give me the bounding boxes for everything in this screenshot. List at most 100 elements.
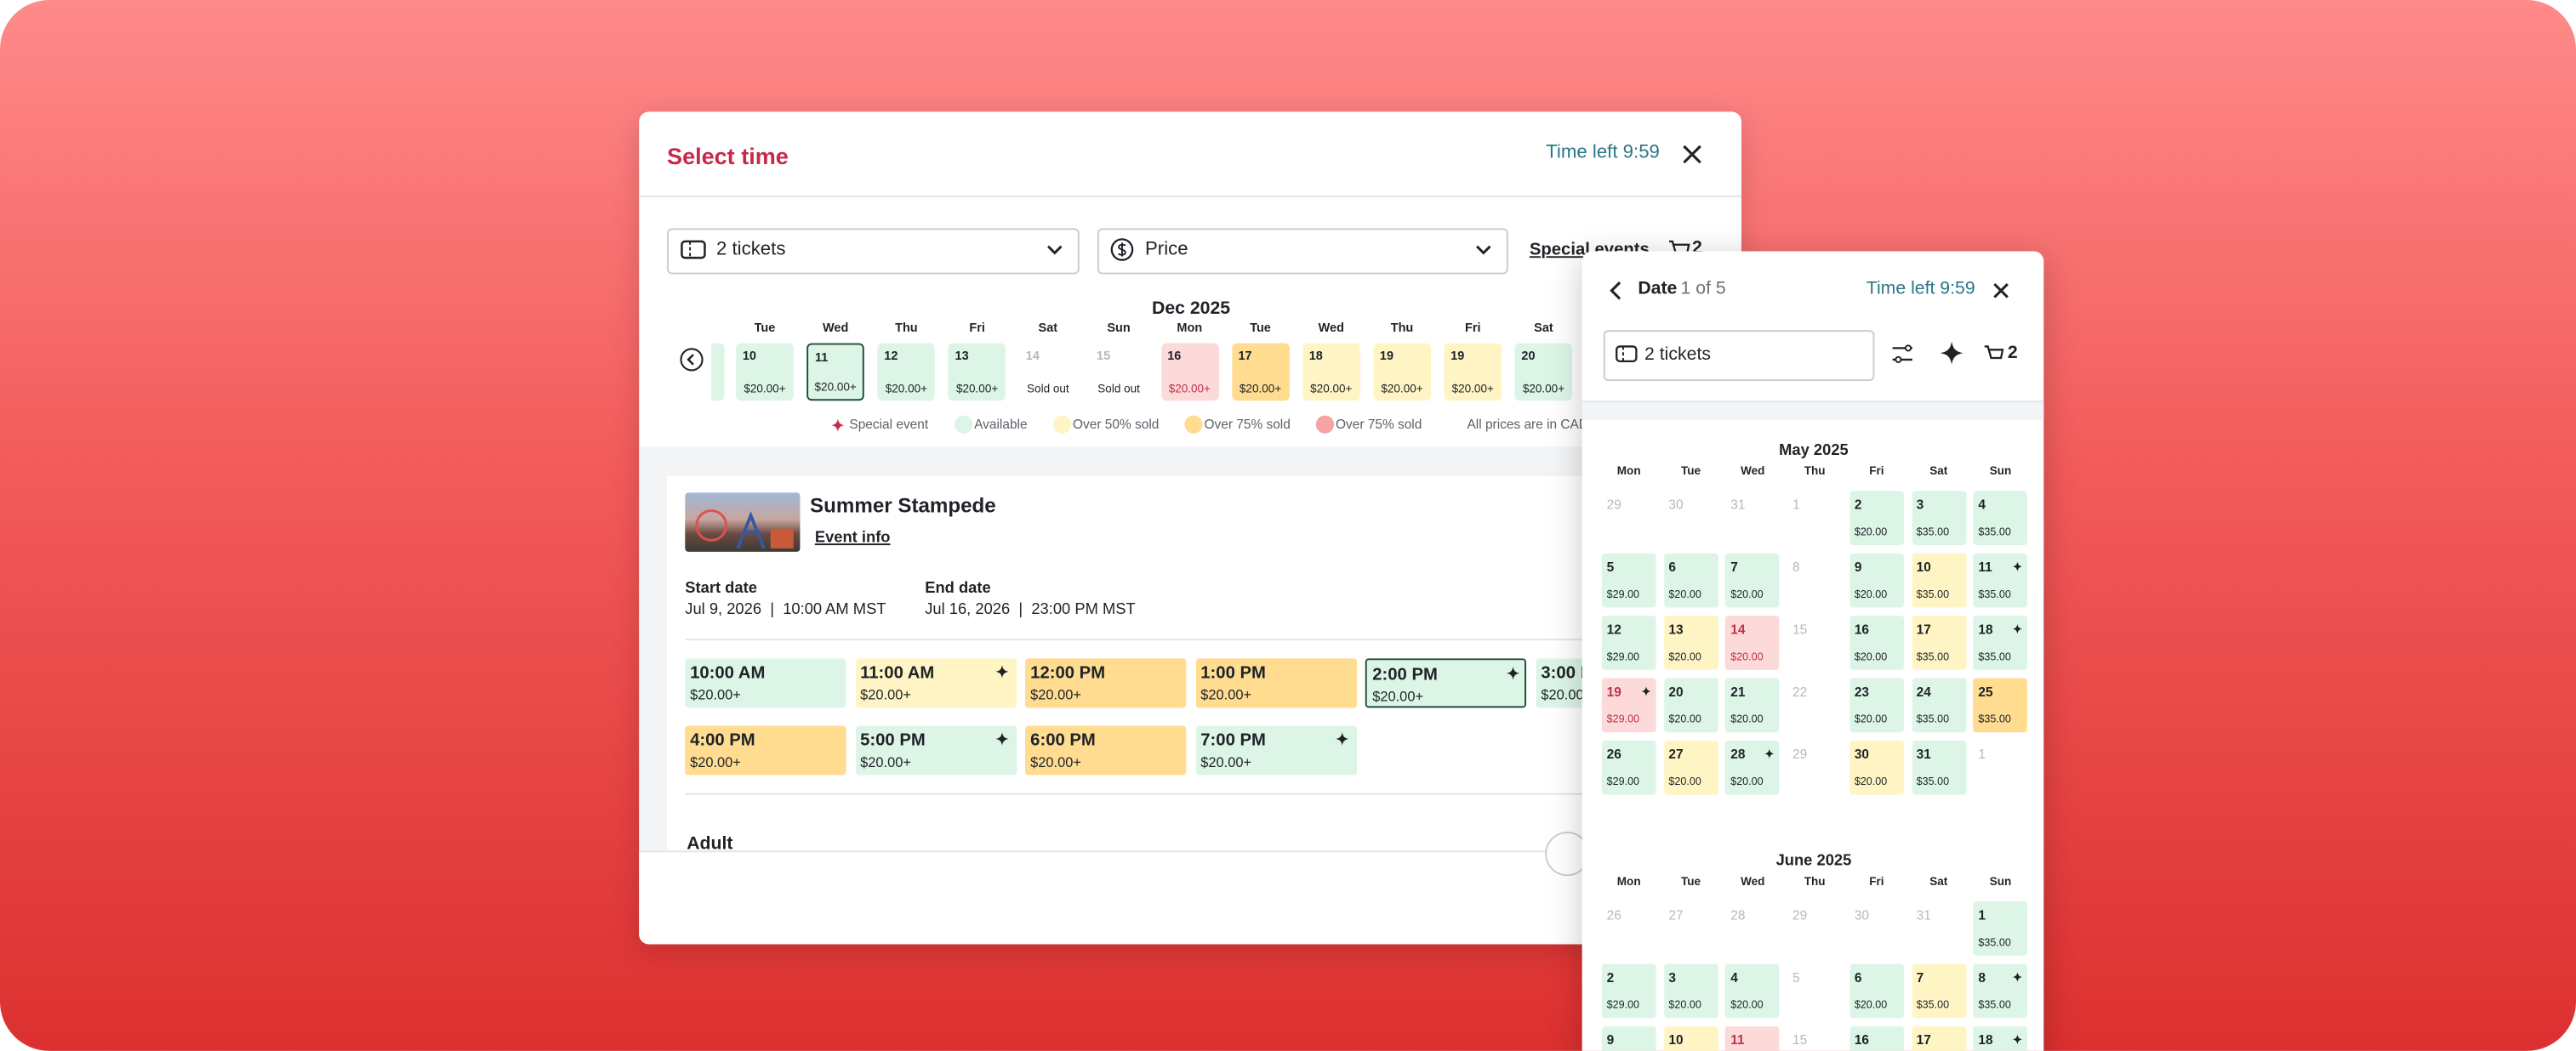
day-cell[interactable]: 3 $35.00 xyxy=(1911,491,1966,546)
icon-stroke xyxy=(1476,245,1491,255)
day-cell[interactable]: 17 xyxy=(1911,1025,1966,1051)
day-cell[interactable]: 28 $20.00 xyxy=(1725,740,1781,795)
icon-stroke xyxy=(1610,281,1621,300)
tickets-label[interactable]: 2 tickets xyxy=(715,239,786,260)
day-price: $20.00 xyxy=(1668,714,1701,726)
day-price: $20.00 xyxy=(1854,776,1888,788)
day-cell[interactable]: 12 $20.00+ xyxy=(877,343,936,401)
day-cell[interactable]: 19 $20.00+ xyxy=(1444,343,1502,401)
day-price: $35.00 xyxy=(1916,776,1950,788)
day-cell[interactable]: 6 $20.00 xyxy=(1663,553,1718,608)
day-cell[interactable]: 24 $35.00 xyxy=(1911,678,1966,733)
day-cell[interactable]: 30 $20.00 xyxy=(1849,740,1904,795)
day-cell[interactable]: 20 $20.00+ xyxy=(1514,343,1573,401)
day-cell[interactable]: 21 $20.00 xyxy=(1725,678,1781,733)
day-cell: 15 xyxy=(1787,616,1842,670)
close-icon[interactable] xyxy=(1682,145,1701,164)
day-cell[interactable]: 4 $35.00 xyxy=(1973,491,2028,546)
day-cell[interactable]: 6 $20.00 xyxy=(1849,963,1904,1019)
day-cell[interactable]: 25 $35.00 xyxy=(1973,678,2028,733)
panel-title: Date xyxy=(1638,279,1678,299)
day-cell[interactable]: 14 $20.00 xyxy=(1725,616,1781,670)
day-cell[interactable]: 7 $35.00 xyxy=(1911,963,1966,1019)
time-slot[interactable]: 7:00 PM $20.00+ xyxy=(1195,725,1357,775)
day-cell[interactable]: 3 $20.00 xyxy=(1663,963,1718,1019)
select-time-modal: Select time Time left 9:59 2 tickets Price S… xyxy=(639,111,1741,945)
day-cell[interactable]: 9 $20.00 xyxy=(1849,553,1904,608)
time-slot[interactable]: 6:00 PM $20.00+ xyxy=(1025,725,1187,775)
day-cell[interactable]: 10 xyxy=(1663,1025,1718,1051)
special-icon xyxy=(994,665,1008,679)
tickets-dropdown[interactable] xyxy=(1603,330,1875,382)
day-cell[interactable]: 10 $20.00+ xyxy=(736,343,794,401)
day-cell[interactable]: 13 $20.00 xyxy=(1663,616,1718,670)
price-dropdown[interactable] xyxy=(1097,228,1508,275)
prev-button[interactable] xyxy=(680,348,704,372)
cart-icon[interactable] xyxy=(1983,345,2004,363)
day-cell[interactable]: 8 $35.00 xyxy=(1973,963,2028,1019)
day-cell[interactable]: 17 $20.00+ xyxy=(1231,343,1290,401)
special-icon xyxy=(2012,623,2023,634)
day-cell[interactable]: 16 $20.00 xyxy=(1849,616,1904,670)
timer: Time left 9:59 xyxy=(1546,143,1660,163)
time-slot[interactable]: 1:00 PM $20.00+ xyxy=(1195,658,1357,708)
filter-icon[interactable] xyxy=(1891,344,1914,365)
day-cell: 31 xyxy=(1725,491,1780,545)
day-cell[interactable]: 9 xyxy=(1601,1025,1656,1051)
day-number: 2 xyxy=(1854,497,1862,513)
day-cell[interactable]: 11 $20.00+ xyxy=(806,343,864,401)
time-slot[interactable]: 10:00 AM $20.00+ xyxy=(685,658,846,708)
day-cell[interactable]: 19 $29.00 xyxy=(1601,678,1656,733)
icon-fill xyxy=(1507,667,1521,680)
day-cell[interactable]: 27 $20.00 xyxy=(1663,740,1718,795)
day-cell[interactable]: 15 Sold out xyxy=(1090,344,1148,401)
day-cell[interactable]: 18 $20.00+ xyxy=(1302,343,1360,401)
day-cell[interactable]: 16 $20.00+ xyxy=(1160,343,1219,401)
back-icon[interactable] xyxy=(1610,281,1622,300)
day-price: $20.00+ xyxy=(1239,383,1282,396)
special-icon xyxy=(1335,732,1349,746)
day-cell[interactable]: 12 $29.00 xyxy=(1601,616,1656,670)
time-slot[interactable]: 12:00 PM $20.00+ xyxy=(1025,658,1187,708)
day-cell[interactable]: 2 $29.00 xyxy=(1601,963,1656,1019)
day-cell[interactable]: 1 $35.00 xyxy=(1973,901,2028,956)
day-cell: 22 xyxy=(1787,679,1842,733)
day-cell[interactable]: 18 xyxy=(1973,1025,2028,1051)
day-cell[interactable]: 7 $20.00 xyxy=(1725,553,1781,608)
weekday-label: Sun xyxy=(1107,320,1131,335)
day-cell[interactable]: 5 $29.00 xyxy=(1601,553,1656,608)
day-cell[interactable]: 17 $35.00 xyxy=(1911,616,1966,670)
day-cell[interactable]: 26 $29.00 xyxy=(1601,740,1656,795)
day-cell[interactable]: 4 $20.00 xyxy=(1725,963,1781,1019)
day-cell[interactable]: 11 $35.00 xyxy=(1973,553,2028,608)
day-cell[interactable]: 16 xyxy=(1849,1025,1904,1051)
time-slot[interactable]: 4:00 PM $20.00+ xyxy=(685,725,846,775)
day-cell[interactable]: 31 $35.00 xyxy=(1911,740,1966,795)
cart-count: 2 xyxy=(2007,343,2018,363)
price-label[interactable]: Price xyxy=(1144,239,1188,260)
day-cell[interactable]: 23 $20.00 xyxy=(1849,678,1904,733)
icon-fill xyxy=(2012,561,2023,572)
day-cell[interactable]: 11 xyxy=(1725,1025,1781,1051)
day-number: 4 xyxy=(1978,497,1986,513)
event-info-link[interactable]: Event info xyxy=(814,528,891,548)
divider-band xyxy=(1582,401,2044,421)
day-cell[interactable]: 20 $20.00 xyxy=(1663,678,1718,733)
cart-count: 2 xyxy=(1692,238,1702,258)
tickets-label[interactable]: 2 tickets xyxy=(1644,344,1711,365)
close-icon[interactable] xyxy=(1992,282,2009,298)
day-price: $20.00 xyxy=(1668,776,1701,788)
time-slot[interactable]: 11:00 AM $20.00+ xyxy=(855,658,1017,708)
ticket-icon xyxy=(1616,345,1638,363)
day-cell[interactable]: 13 $20.00+ xyxy=(948,343,1006,401)
weekday-label: Sat xyxy=(1534,320,1553,335)
day-cell[interactable]: 14 Sold out xyxy=(1019,344,1077,401)
time-slot[interactable]: 5:00 PM $20.00+ xyxy=(855,725,1017,775)
tickets-dropdown[interactable] xyxy=(667,228,1080,275)
sparkle-icon[interactable] xyxy=(1940,341,1963,365)
time-slot[interactable]: 2:00 PM $20.00+ xyxy=(1365,658,1527,708)
day-cell[interactable]: 2 $20.00 xyxy=(1849,491,1904,546)
day-cell[interactable]: 18 $35.00 xyxy=(1973,616,2028,670)
day-cell[interactable]: 19 $20.00+ xyxy=(1373,343,1431,401)
day-cell[interactable]: 10 $35.00 xyxy=(1911,553,1966,608)
